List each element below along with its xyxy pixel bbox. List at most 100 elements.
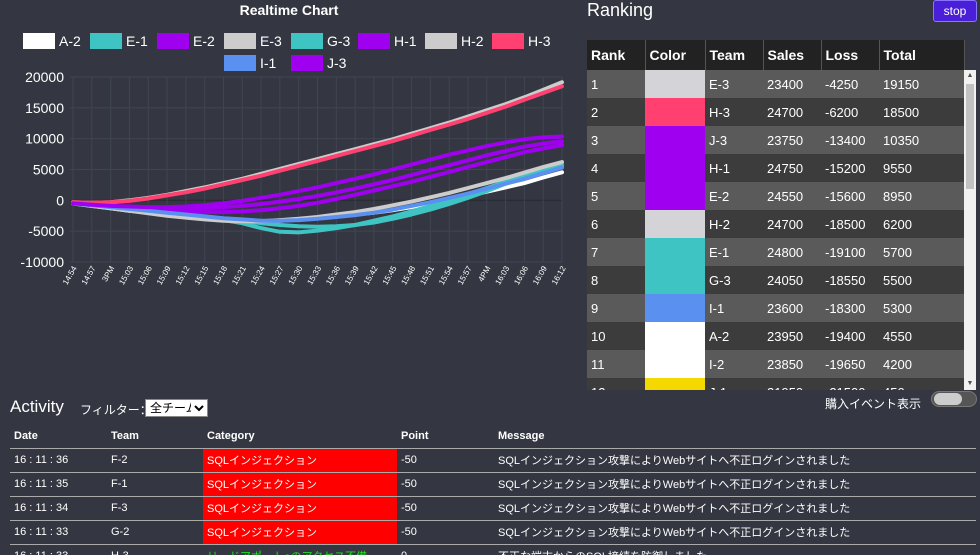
activity-header-row: Date Team Category Point Message (10, 424, 976, 449)
purchase-event-label: 購入イベント表示 (825, 397, 922, 411)
ranking-header-sales: Sales (763, 40, 822, 70)
ranking-cell-sales: 23950 (763, 322, 821, 350)
ranking-cell-team: A-2 (705, 322, 763, 350)
legend-label[interactable]: H-1 (394, 33, 417, 49)
team-color-swatch (645, 70, 705, 98)
x-tick-label: 15:12 (174, 264, 192, 286)
ranking-cell-rank: 11 (587, 350, 645, 378)
x-tick-label: 15:45 (381, 264, 399, 286)
team-color-swatch (645, 350, 705, 378)
purchase-event-toggle[interactable] (931, 391, 977, 407)
stop-button[interactable]: stop (933, 0, 977, 22)
activity-cell-message: SQLインジェクション攻撃によりWebサイトへ不正ログインされました (494, 520, 976, 545)
ranking-cell-total: 5700 (879, 238, 964, 266)
legend-label[interactable]: H-3 (528, 33, 551, 49)
activity-cell-date: 16 : 11 : 35 (10, 472, 107, 497)
activity-header-team: Team (107, 424, 203, 449)
x-tick-label: 15:21 (230, 264, 248, 286)
activity-title: Activity (10, 397, 64, 416)
ranking-cell-total: 8950 (879, 182, 964, 210)
ranking-cell-team: G-3 (705, 266, 763, 294)
ranking-cell-rank: 9 (587, 294, 645, 322)
activity-cell-team: H-3 (107, 544, 203, 555)
x-tick-label: 15:51 (418, 264, 436, 286)
ranking-cell-rank: 1 (587, 70, 645, 98)
ranking-row: 8 G-3 24050 -18550 5500 (587, 266, 964, 294)
ranking-header-total: Total (879, 40, 965, 70)
ranking-table-container[interactable]: Rank Color Team Sales Loss Total 1 E-3 23400 -42… (587, 40, 976, 390)
legend-label[interactable]: J-3 (327, 55, 347, 71)
scroll-up-icon[interactable]: ▲ (966, 72, 974, 79)
y-tick-label: 5000 (33, 162, 64, 178)
ranking-cell-loss: -6200 (821, 98, 879, 126)
legend-label[interactable]: E-1 (126, 33, 148, 49)
ranking-cell-sales: 23600 (763, 294, 821, 322)
team-color-swatch (645, 294, 705, 322)
ranking-cell-loss: -4250 (821, 70, 879, 98)
ranking-row: 4 H-1 24750 -15200 9550 (587, 154, 964, 182)
team-color-swatch (645, 154, 705, 182)
x-tick-label: 15:06 (136, 264, 154, 286)
ranking-cell-total: 9550 (879, 154, 964, 182)
team-color-swatch (645, 266, 705, 294)
x-tick-label: 16:09 (531, 264, 549, 286)
legend-label[interactable]: E-3 (260, 33, 282, 49)
ranking-cell-team: J-3 (705, 126, 763, 154)
x-tick-label: 15:18 (211, 264, 229, 286)
ranking-cell-team: E-3 (705, 70, 763, 98)
x-tick-label: 3PM (100, 264, 116, 283)
team-color-swatch (645, 378, 705, 390)
ranking-cell-loss: -19650 (821, 350, 879, 378)
activity-header-category: Category (203, 424, 397, 449)
legend-label[interactable]: A-2 (59, 33, 81, 49)
ranking-scrollbar[interactable]: ▲ ▼ (964, 70, 976, 390)
legend-label[interactable]: I-1 (260, 55, 277, 71)
activity-cell-category: SQLインジェクション (203, 472, 397, 497)
ranking-row: 3 J-3 23750 -13400 10350 (587, 126, 964, 154)
ranking-cell-loss: -18300 (821, 294, 879, 322)
activity-header-point: Point (397, 424, 494, 449)
activity-row: 16 : 11 : 35 F-1 SQLインジェクション -50 SQLインジェクション… (10, 472, 976, 497)
ranking-cell-total: 6200 (879, 210, 964, 238)
x-tick-label: 15:30 (287, 264, 305, 286)
legend-label[interactable]: E-2 (193, 33, 215, 49)
activity-cell-date: 16 : 11 : 33 (10, 520, 107, 545)
ranking-cell-rank: 12 (587, 378, 645, 390)
legend-swatch (358, 33, 390, 49)
ranking-title: Ranking (587, 0, 654, 20)
ranking-cell-rank: 7 (587, 238, 645, 266)
ranking-cell-total: 450 (879, 378, 964, 390)
legend-label[interactable]: H-2 (461, 33, 484, 49)
team-color-swatch (645, 238, 705, 266)
ranking-cell-total: 19150 (879, 70, 964, 98)
team-filter-select[interactable]: 全チーム (145, 399, 208, 417)
x-tick-label: 15:27 (268, 264, 286, 286)
scroll-down-icon[interactable]: ▼ (966, 380, 974, 387)
x-tick-label: 15:24 (249, 264, 267, 286)
ranking-row: 12 J-121950-21500450 (587, 378, 964, 390)
ranking-cell-team: H-1 (705, 154, 763, 182)
legend-swatch (291, 33, 323, 49)
ranking-cell-total: 4200 (879, 350, 964, 378)
activity-cell-team: F-1 (107, 472, 203, 497)
ranking-cell-loss: -18500 (821, 210, 879, 238)
ranking-row: 2 H-3 24700 -6200 18500 (587, 98, 964, 126)
ranking-cell-team: H-2 (705, 210, 763, 238)
activity-cell-date: 16 : 11 : 33 (10, 544, 107, 555)
activity-cell-team: G-2 (107, 520, 203, 545)
x-tick-label: 16:03 (493, 264, 511, 286)
legend-swatch (425, 33, 457, 49)
team-color-swatch (645, 210, 705, 238)
x-tick-label: 15:39 (343, 264, 361, 286)
ranking-row: 10 A-2 23950 -19400 4550 (587, 322, 964, 350)
ranking-row: 9 I-1 23600 -18300 5300 (587, 294, 964, 322)
ranking-cell-sales: 24050 (763, 266, 821, 294)
legend-label[interactable]: G-3 (327, 33, 351, 49)
ranking-cell-sales: 23750 (763, 126, 821, 154)
activity-cell-point: -50 (397, 472, 494, 497)
scrollbar-thumb[interactable] (966, 84, 974, 189)
ranking-cell-team: I-1 (705, 294, 763, 322)
activity-cell-point: -50 (397, 448, 494, 473)
ranking-cell-loss: -21500 (821, 378, 879, 390)
ranking-row: 7 E-1 24800 -19100 5700 (587, 238, 964, 266)
